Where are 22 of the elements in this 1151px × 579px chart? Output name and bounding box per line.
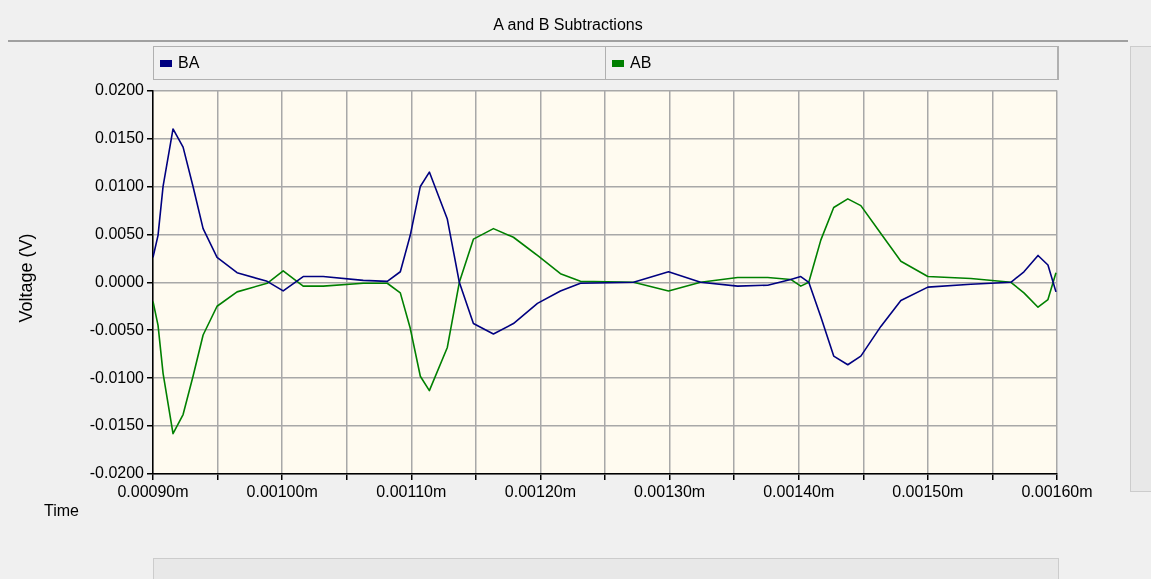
legend-label: AB bbox=[630, 54, 652, 72]
x-tick-label: 0.00090m bbox=[117, 483, 189, 501]
x-tick-label: 0.00140m bbox=[763, 483, 835, 501]
y-tick-label: -0.0150 bbox=[89, 416, 145, 434]
chart-title: A and B Subtractions bbox=[8, 10, 1128, 42]
x-tick-label: 0.00160m bbox=[1021, 483, 1093, 501]
y-tick-label: -0.0050 bbox=[89, 320, 145, 338]
x-axis-title: Time bbox=[44, 502, 79, 520]
y-tick-label: 0.0050 bbox=[95, 224, 145, 242]
y-axis-title: Voltage (V) bbox=[15, 233, 37, 323]
x-tick-label: 0.00120m bbox=[504, 483, 577, 501]
y-tick-label: -0.0200 bbox=[89, 464, 145, 482]
y-tick-label: -0.0100 bbox=[89, 368, 145, 386]
y-tick-label: 0.0000 bbox=[95, 272, 145, 290]
x-tick-label: 0.00130m bbox=[633, 483, 706, 501]
x-tick-label: 0.00100m bbox=[246, 483, 318, 501]
y-tick-label: 0.0200 bbox=[95, 81, 145, 99]
legend-label: BA bbox=[178, 54, 200, 72]
x-tick-label: 0.00110m bbox=[376, 483, 447, 501]
x-tick-label: 0.00150m bbox=[892, 483, 964, 501]
y-tick-label: 0.0100 bbox=[95, 176, 145, 194]
y-tick-label: 0.0150 bbox=[95, 128, 145, 146]
